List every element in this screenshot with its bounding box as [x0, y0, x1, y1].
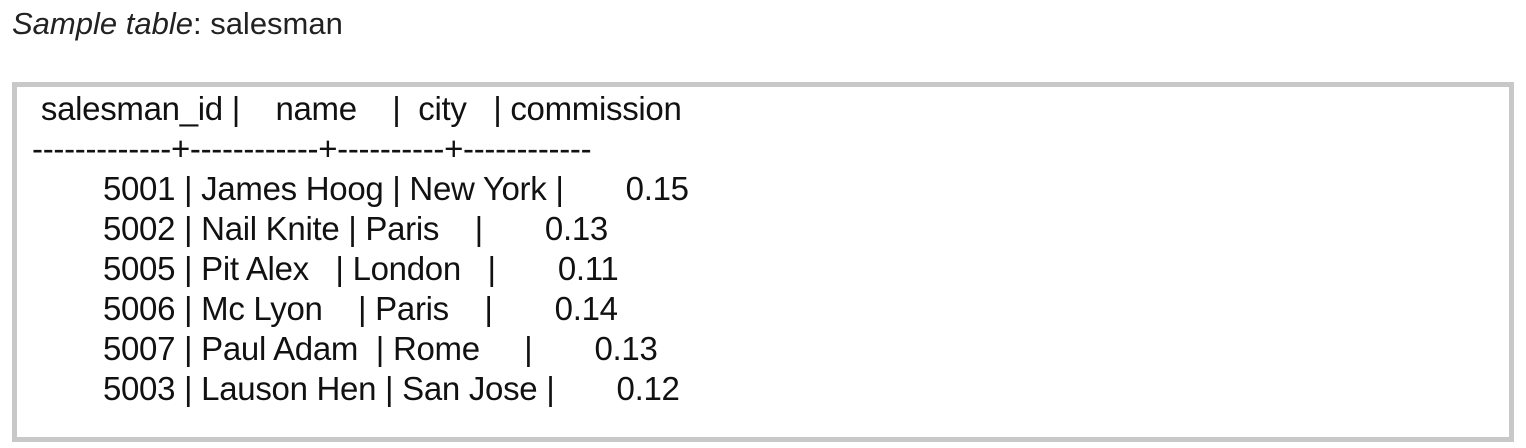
- table-header-line: salesman_id | name | city | commission: [32, 90, 682, 127]
- table-row: 5007 | Paul Adam | Rome | 0.13: [32, 330, 658, 367]
- caption-label: Sample table: [12, 6, 193, 41]
- table-row: 5002 | Nail Knite | Paris | 0.13: [32, 210, 608, 247]
- table-text: salesman_id | name | city | commission --…: [32, 89, 689, 409]
- table-row: 5006 | Mc Lyon | Paris | 0.14: [32, 290, 618, 327]
- table-code-block: salesman_id | name | city | commission --…: [12, 82, 1514, 442]
- table-row: 5003 | Lauson Hen | San Jose | 0.12: [32, 370, 680, 407]
- caption-table-name: salesman: [210, 6, 343, 41]
- caption-separator: :: [192, 6, 211, 41]
- table-row: 5001 | James Hoog | New York | 0.15: [32, 170, 689, 207]
- table-row: 5005 | Pit Alex | London | 0.11: [32, 250, 619, 287]
- table-divider-line: -------------+------------+----------+--…: [32, 130, 592, 167]
- sample-table-caption: Sample table: salesman: [12, 4, 343, 44]
